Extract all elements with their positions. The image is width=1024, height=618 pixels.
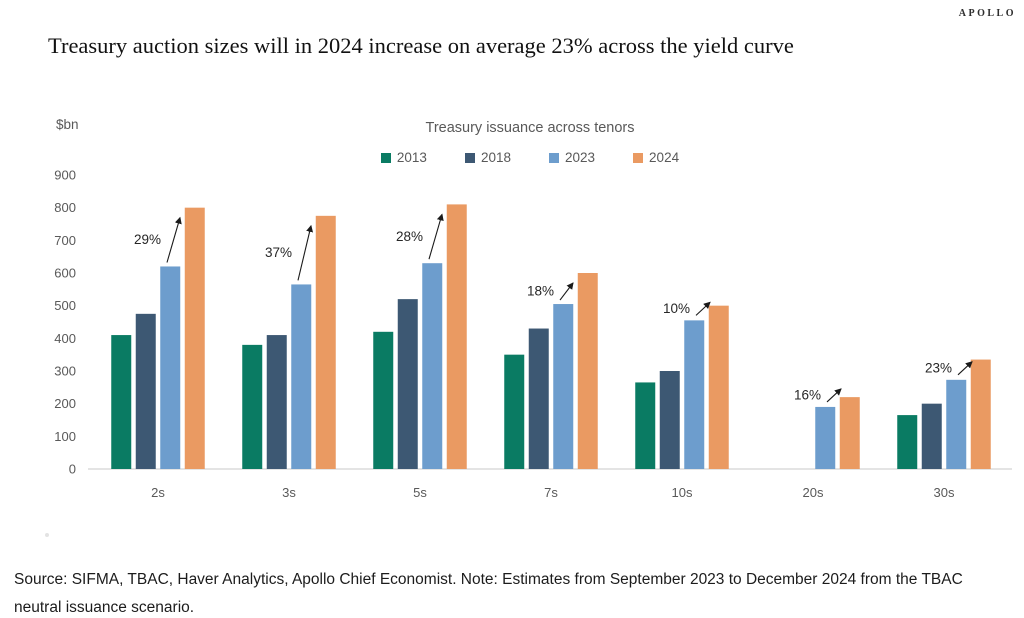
y-tick-label: 700 [54,233,76,248]
bar-2023-2s [160,266,181,469]
source-note: Source: SIFMA, TBAC, Haver Analytics, Ap… [14,571,963,616]
y-axis-unit-label: $bn [56,117,79,132]
increase-label-3s: 37% [265,245,292,260]
stray-mark [45,533,49,537]
bar-2023-10s [684,320,705,469]
y-tick-label: 500 [54,298,76,313]
x-tick-label: 7s [544,485,558,500]
bar-2018-7s [528,328,549,469]
increase-label-5s: 28% [396,229,423,244]
bar-2023-30s [946,379,967,469]
x-tick-label: 5s [413,485,427,500]
legend-item-2018: 2018 [464,150,511,165]
y-tick-label: 800 [54,200,76,215]
increase-label-20s: 16% [794,387,821,402]
bar-2023-3s [291,284,312,469]
x-tick-label: 2s [151,485,165,500]
legend-label: 2023 [565,150,596,165]
increase-label-30s: 23% [925,360,952,375]
increase-label-7s: 18% [527,284,554,299]
y-tick-label: 900 [54,168,76,183]
bar-2013-5s [373,331,394,469]
bar-2018-3s [266,335,287,469]
x-tick-label: 3s [282,485,296,500]
bar-2024-5s [446,204,467,469]
x-tick-label: 10s [672,485,693,500]
legend-item-2023: 2023 [549,150,595,165]
increase-label-2s: 29% [134,232,161,247]
y-tick-label: 0 [69,462,76,477]
chart-legend: 2013 2018 2023 2024 [36,150,1024,165]
legend-label: 2024 [649,150,680,165]
legend-label: 2013 [396,150,427,165]
bar-2023-7s [553,304,574,469]
legend-label: 2018 [480,150,511,165]
y-tick-label: 400 [54,331,76,346]
increase-label-10s: 10% [663,301,690,316]
bar-2013-10s [635,382,656,469]
bar-2023-5s [422,263,443,469]
bar-2024-30s [970,359,991,469]
y-tick-label: 300 [54,364,76,379]
y-tick-label: 200 [54,396,76,411]
legend-swatch-2023 [549,152,559,163]
legend-item-2024: 2024 [633,150,679,165]
bar-2013-7s [504,354,525,469]
bar-2023-20s [815,406,836,469]
bar-2013-2s [111,335,132,469]
increase-arrow-10s [695,301,711,316]
legend-swatch-2018 [464,152,475,163]
bar-2024-3s [315,215,336,469]
page-title: Treasury auction sizes will in 2024 incr… [48,33,794,58]
bar-2024-20s [839,397,860,469]
increase-arrow-20s [826,388,842,403]
bar-2024-2s [184,207,205,469]
increase-arrow-7s [559,282,574,301]
increase-arrow-2s [166,216,182,263]
increase-arrow-30s [957,361,973,376]
x-tick-label: 20s [803,485,824,500]
bar-2018-10s [659,371,680,469]
bar-2018-2s [135,313,156,469]
y-tick-label: 600 [54,266,76,281]
bar-2018-30s [921,403,942,469]
apollo-logo: APOLLO [958,8,1016,19]
legend-swatch-2013 [380,152,391,163]
x-tick-label: 30s [934,485,955,500]
legend-item-2013: 2013 [380,150,427,165]
bar-2013-30s [897,415,918,469]
increase-arrow-3s [297,224,314,281]
bar-2013-3s [242,344,263,469]
y-tick-label: 100 [54,429,76,444]
bar-2018-5s [397,299,418,469]
bar-2024-10s [708,305,729,469]
legend-swatch-2024 [633,152,644,163]
bar-2024-7s [577,273,598,469]
increase-arrow-5s [428,213,444,260]
chart-title: Treasury issuance across tenors [425,120,635,136]
